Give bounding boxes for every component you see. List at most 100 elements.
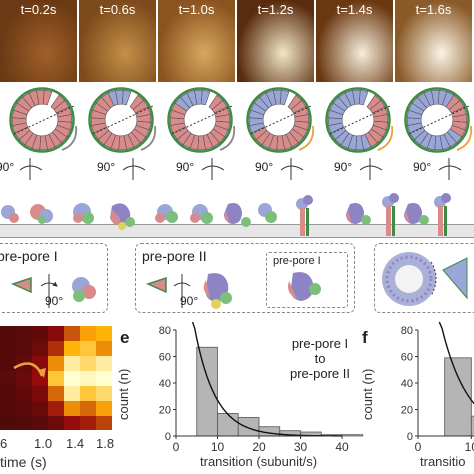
afm-frame-2: t=0.6s: [79, 0, 156, 82]
rotation-label: 90°: [334, 160, 353, 174]
side-view-proteins: [1, 193, 451, 236]
heatmap-cell: [48, 401, 64, 416]
prepore1-title: pre-pore I: [0, 248, 58, 264]
heatmap-cell: [48, 326, 64, 341]
f-ytick: 40: [401, 378, 413, 390]
panel-d-xlabel: time (s): [0, 454, 47, 470]
f-ytick: 60: [401, 352, 413, 364]
e-xtick: 20: [252, 440, 266, 454]
heatmap-cell: [16, 371, 32, 386]
heatmap-cell: [0, 326, 16, 341]
protein-side-1: [1, 205, 19, 223]
ring-schematic-5: [325, 87, 394, 153]
heatmap-cell: [32, 326, 48, 341]
rotation-arrow-icon: [359, 158, 383, 180]
afm-frame-1: t=0.2s: [0, 0, 77, 82]
rotation-label: 90°: [413, 160, 432, 174]
ring-schematic-3: [167, 87, 236, 153]
heatmap-cell: [0, 371, 16, 386]
heatmap-cell: [96, 356, 112, 371]
heatmap-cell: [16, 401, 32, 416]
heatmap-cell: [48, 386, 64, 401]
heatmap-cell: [0, 356, 16, 371]
frame-time-label: t=1.0s: [178, 2, 215, 17]
heatmap-cell: [80, 371, 96, 386]
heatmap-cell: [96, 386, 112, 401]
ring-schematic-1: [9, 87, 78, 153]
e-ytick: 0: [165, 431, 171, 443]
f-xtick: 10: [465, 440, 474, 454]
e-xtick: 30: [294, 440, 308, 454]
prepore2-rotation: 90°: [180, 294, 199, 308]
protein-side-6: [258, 203, 277, 223]
protein-side-2: [30, 204, 53, 224]
pore-top-view: [382, 252, 468, 306]
e-ytick: 80: [159, 325, 171, 337]
e-xtick: 10: [211, 440, 225, 454]
inserted-pore-1: [296, 195, 313, 236]
heatmap-cell: [64, 326, 80, 341]
heatmap-cell: [64, 356, 80, 371]
panel-e-xlabel: transition (subunit/s): [200, 454, 318, 469]
frame-time-label: t=0.6s: [99, 2, 136, 17]
afm-frame-4: t=1.2s: [237, 0, 314, 82]
afm-frame-5: t=1.4s: [316, 0, 393, 82]
prepore1-inset: pre-pore I: [266, 252, 348, 308]
heatmap-cell: [80, 326, 96, 341]
panel-f-xlabel: transitio: [420, 454, 466, 469]
annotation-line-2: to: [314, 351, 326, 366]
prepore1-diagram: [10, 274, 96, 308]
panel-d-xtick: 6: [0, 436, 8, 451]
prepore2-diagram: [145, 273, 232, 309]
f-ytick: 80: [401, 325, 413, 337]
frame-time-label: t=1.4s: [336, 2, 373, 17]
protein-side-3: [73, 203, 94, 224]
prepore2-title: pre-pore II: [142, 248, 207, 264]
e-ytick: 60: [159, 352, 171, 364]
rotation-arrow-icon: [280, 158, 304, 180]
heatmap-cell: [32, 401, 48, 416]
inset-diagram: [288, 272, 321, 301]
panel-d-xtick: 1.0: [34, 436, 53, 451]
heatmap-cell: [16, 341, 32, 356]
panel-e-letter: e: [120, 328, 130, 347]
heatmap-cell: [16, 326, 32, 341]
e-ytick: 20: [159, 405, 171, 417]
heatmap-cell: [48, 341, 64, 356]
prepore1-rotation: 90°: [45, 294, 64, 308]
heatmap-cell: [0, 386, 16, 401]
heatmap-svg: [0, 326, 112, 431]
rotation-label: 90°: [0, 160, 15, 174]
f-ytick: 0: [407, 431, 413, 443]
rotation-arrow-icon: [19, 158, 43, 180]
rotation-arrow-icon: [201, 158, 225, 180]
panel-d-xtick: 1.4: [66, 436, 85, 451]
heatmap-cell: [96, 401, 112, 416]
rotation-arrow-icon: [438, 158, 462, 180]
e-ytick: 40: [159, 378, 171, 390]
afm-frame-3: t=1.0s: [158, 0, 235, 82]
protein-side-5: [190, 204, 213, 224]
heatmap-cell: [48, 356, 64, 371]
heatmap-cell: [80, 401, 96, 416]
annotation-line-1: pre-pore I: [291, 336, 349, 351]
rotation-arrow-icon: [122, 158, 146, 180]
prepore1-box: pre-pore I 90°: [0, 243, 108, 313]
f-bar: [470, 415, 474, 437]
rotation-label: 90°: [176, 160, 195, 174]
heatmap-cell: [96, 371, 112, 386]
heatmap-cell: [16, 416, 32, 431]
rotation-label: 90°: [97, 160, 116, 174]
protein-domain-schematic-3: [346, 203, 371, 225]
heatmap-cell: [80, 416, 96, 431]
heatmap-cell: [80, 341, 96, 356]
heatmap-cell: [64, 371, 80, 386]
afm-frame-6: t=1.6s: [395, 0, 472, 82]
heatmap-cell: [64, 401, 80, 416]
f-xtick: 0: [415, 440, 422, 454]
heatmap-cell: [48, 416, 64, 431]
ring-schematic-6: [404, 87, 473, 153]
inserted-pore-2: [382, 193, 399, 236]
